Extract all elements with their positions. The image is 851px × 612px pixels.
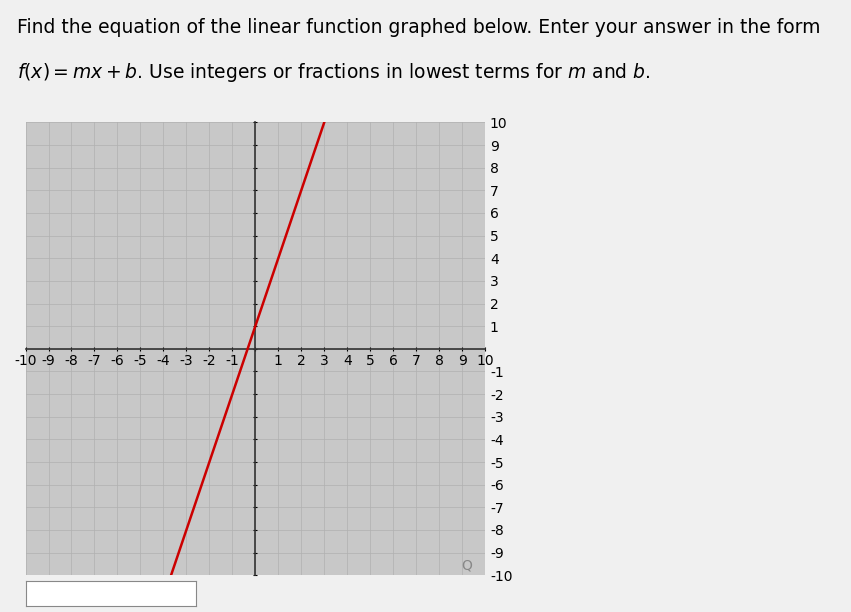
Text: Find the equation of the linear function graphed below. Enter your answer in the: Find the equation of the linear function… xyxy=(17,18,820,37)
Text: Q: Q xyxy=(461,558,472,572)
Text: $f(x) = mx + b$. Use integers or fractions in lowest terms for $m$ and $b$.: $f(x) = mx + b$. Use integers or fractio… xyxy=(17,61,650,84)
